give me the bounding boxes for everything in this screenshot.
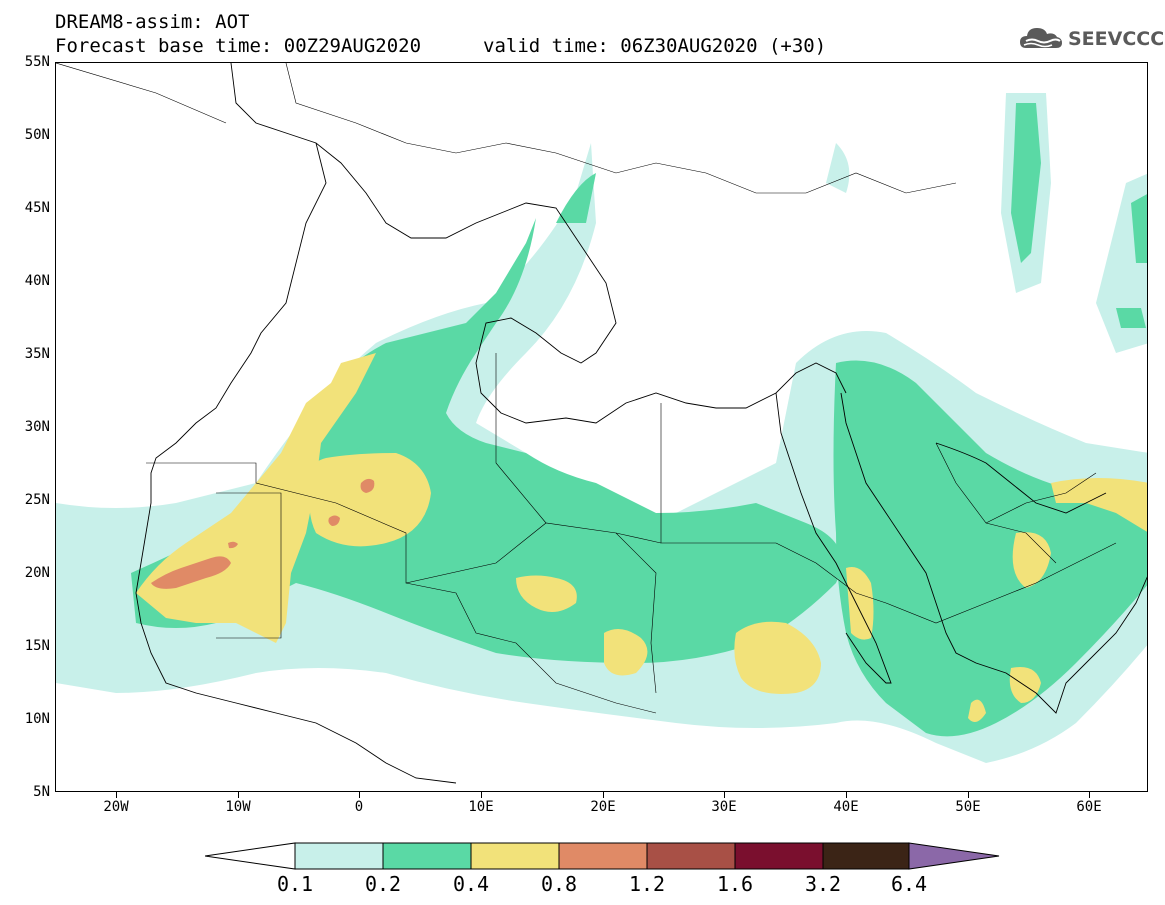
lat-label: 55N: [24, 54, 50, 70]
colorbar-bin: [558, 842, 648, 870]
colorbar-bin: [294, 842, 384, 870]
title-base-time: Forecast base time: 00Z29AUG2020: [55, 35, 422, 57]
lat-label: 40N: [24, 273, 50, 289]
title-valid-time: valid time: 06Z30AUG2020 (+30): [483, 35, 827, 57]
lat-label: 35N: [24, 346, 50, 362]
lat-label: 30N: [24, 419, 50, 435]
colorbar-bin: [822, 842, 910, 870]
colorbar-bin: [734, 842, 824, 870]
colorbar-bin: [646, 842, 736, 870]
coastlines: [135, 63, 1147, 784]
tick: [968, 792, 969, 798]
lon-label: 10E: [468, 799, 494, 815]
lat-label: 15N: [24, 638, 50, 654]
lat-label: 50N: [24, 127, 50, 143]
lat-label: 10N: [24, 711, 50, 727]
title-product: DREAM8-assim: AOT: [55, 11, 250, 33]
colorbar-label: 0.4: [452, 872, 490, 896]
colorbar-label: 0.1: [276, 872, 314, 896]
lat-label: 45N: [24, 200, 50, 216]
tick: [1089, 792, 1090, 798]
lat-label: 5N: [33, 784, 50, 800]
cloud-logo-icon: [1020, 28, 1062, 48]
tick: [238, 792, 239, 798]
seevccc-logo: SEEVCCC: [1018, 24, 1164, 54]
colorbar-over-arrow: [908, 842, 1000, 870]
map-canvas: [56, 63, 1147, 784]
lat-label: 25N: [24, 492, 50, 508]
colorbar-svg: [204, 842, 1000, 870]
colorbar-label: 1.2: [628, 872, 666, 896]
tick: [846, 792, 847, 798]
country-borders: [56, 63, 1117, 714]
lon-label: 0: [354, 799, 364, 815]
tick: [481, 792, 482, 798]
colorbar-label: 0.8: [540, 872, 578, 896]
colorbar-label: 0.2: [364, 872, 402, 896]
tick: [116, 792, 117, 798]
tick: [724, 792, 725, 798]
lat-label: 20N: [24, 565, 50, 581]
lon-label: 60E: [1076, 799, 1102, 815]
aot-contour-0.8: [151, 478, 375, 589]
aot-map: [55, 62, 1148, 792]
logo-text: SEEVCCC: [1068, 28, 1165, 50]
colorbar: [204, 842, 1000, 870]
tick: [359, 792, 360, 798]
lon-label: 20W: [103, 799, 129, 815]
colorbar-under-arrow: [204, 842, 296, 870]
lon-label: 40E: [833, 799, 859, 815]
colorbar-bin: [382, 842, 472, 870]
colorbar-label: 3.2: [804, 872, 842, 896]
colorbar-bin: [470, 842, 560, 870]
lon-label: 20E: [590, 799, 616, 815]
tick: [603, 792, 604, 798]
lon-label: 30E: [711, 799, 737, 815]
colorbar-label: 6.4: [890, 872, 928, 896]
lon-label: 10W: [225, 799, 251, 815]
aot-contour-0.2: [131, 103, 1147, 737]
colorbar-label: 1.6: [716, 872, 754, 896]
lon-label: 50E: [955, 799, 981, 815]
